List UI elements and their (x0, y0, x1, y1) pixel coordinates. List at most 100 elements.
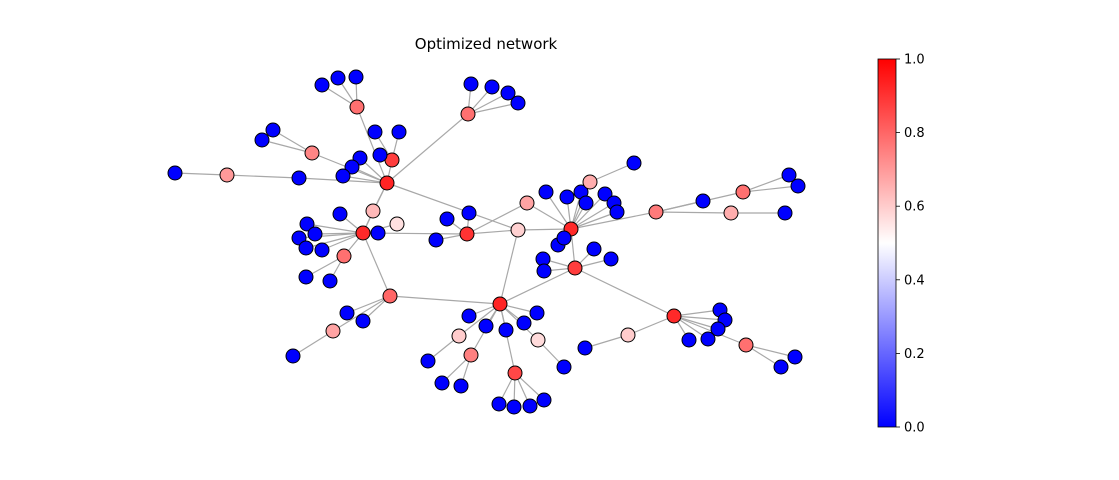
network-node (484, 79, 500, 95)
network-node (582, 174, 598, 190)
network-node (530, 332, 546, 348)
network-node (787, 349, 803, 365)
network-edge (272, 129, 313, 154)
network-node (478, 318, 494, 334)
network-node (307, 226, 323, 242)
network-node (710, 321, 726, 337)
network-node (254, 132, 270, 148)
network-edge (389, 295, 501, 305)
network-node (298, 269, 314, 285)
network-edge (305, 232, 364, 249)
network-edge (467, 102, 519, 115)
network-node (367, 124, 383, 140)
network-node (389, 216, 405, 232)
network-node (314, 242, 330, 258)
network-node (681, 332, 697, 348)
network-edge (174, 172, 228, 176)
network-node (439, 211, 455, 227)
network-node (325, 323, 341, 339)
network-node (522, 398, 538, 414)
network-node (492, 296, 508, 312)
network-edge (306, 223, 364, 234)
network-node (379, 175, 395, 191)
network-node (459, 226, 475, 242)
network-node (344, 159, 360, 175)
network-edge (386, 113, 469, 184)
network-node (382, 288, 398, 304)
colorbar-tick-label: 0.2 (904, 347, 925, 362)
network-node (516, 315, 532, 331)
network-edge (458, 303, 501, 337)
network-node (506, 399, 522, 415)
network-edge (466, 229, 519, 235)
network-edge (467, 92, 509, 115)
network-node (322, 273, 338, 289)
network-node (335, 168, 351, 184)
network-edge (466, 202, 528, 235)
network-edge (673, 309, 721, 317)
network-edge (570, 193, 606, 230)
network-node (567, 260, 583, 276)
network-node (666, 308, 682, 324)
network-node (620, 327, 636, 343)
network-node (461, 308, 477, 324)
network-node (648, 204, 664, 220)
network-edge (386, 182, 519, 231)
network-node (609, 204, 625, 220)
network-node (372, 147, 388, 163)
network-edge (356, 106, 388, 184)
network-node (538, 184, 554, 200)
network-node (556, 359, 572, 375)
network-node (355, 225, 371, 241)
network-edge (574, 267, 675, 317)
network-edge (673, 315, 719, 330)
network-node (451, 328, 467, 344)
network-edge (362, 232, 391, 297)
network-node (291, 170, 307, 186)
network-edge (742, 174, 790, 193)
network-node (314, 77, 330, 93)
colorbar-tick-label: 0.6 (904, 200, 925, 215)
network-node (556, 230, 572, 246)
network-node (349, 99, 365, 115)
network-edge (292, 330, 334, 357)
network-node (781, 167, 797, 183)
network-node (498, 322, 514, 338)
network-node (777, 205, 793, 221)
network-node (348, 69, 364, 85)
network-node (298, 240, 314, 256)
network-node (510, 222, 526, 238)
network-edge (346, 295, 391, 314)
network-node (428, 232, 444, 248)
network-node (536, 263, 552, 279)
network-node (391, 124, 407, 140)
network-node (355, 313, 371, 329)
network-node (460, 106, 476, 122)
network-node (299, 216, 315, 232)
network-node (434, 375, 450, 391)
network-node (738, 337, 754, 353)
network-edge (570, 202, 615, 230)
network-edge (570, 211, 618, 230)
network-node (519, 195, 535, 211)
network-node (773, 359, 789, 375)
colorbar: 0.0 0.2 0.4 0.6 0.8 1.0 (877, 53, 925, 436)
network-node (365, 203, 381, 219)
figure-title: Optimized network (415, 35, 558, 53)
network-node (626, 155, 642, 171)
network-node (510, 95, 526, 111)
network-node (603, 251, 619, 267)
network-node (700, 331, 716, 347)
network-nodes (167, 69, 806, 415)
network-node (420, 353, 436, 369)
network-edge (655, 211, 732, 214)
colorbar-tick-label: 0.4 (904, 273, 925, 288)
network-node (577, 340, 593, 356)
network-node (507, 365, 523, 381)
network-node (463, 76, 479, 92)
network-node (597, 186, 613, 202)
colorbar-tick-label: 0.0 (904, 421, 925, 436)
network-edge (673, 315, 726, 321)
colorbar-ticks: 0.0 0.2 0.4 0.6 0.8 1.0 (896, 53, 925, 436)
